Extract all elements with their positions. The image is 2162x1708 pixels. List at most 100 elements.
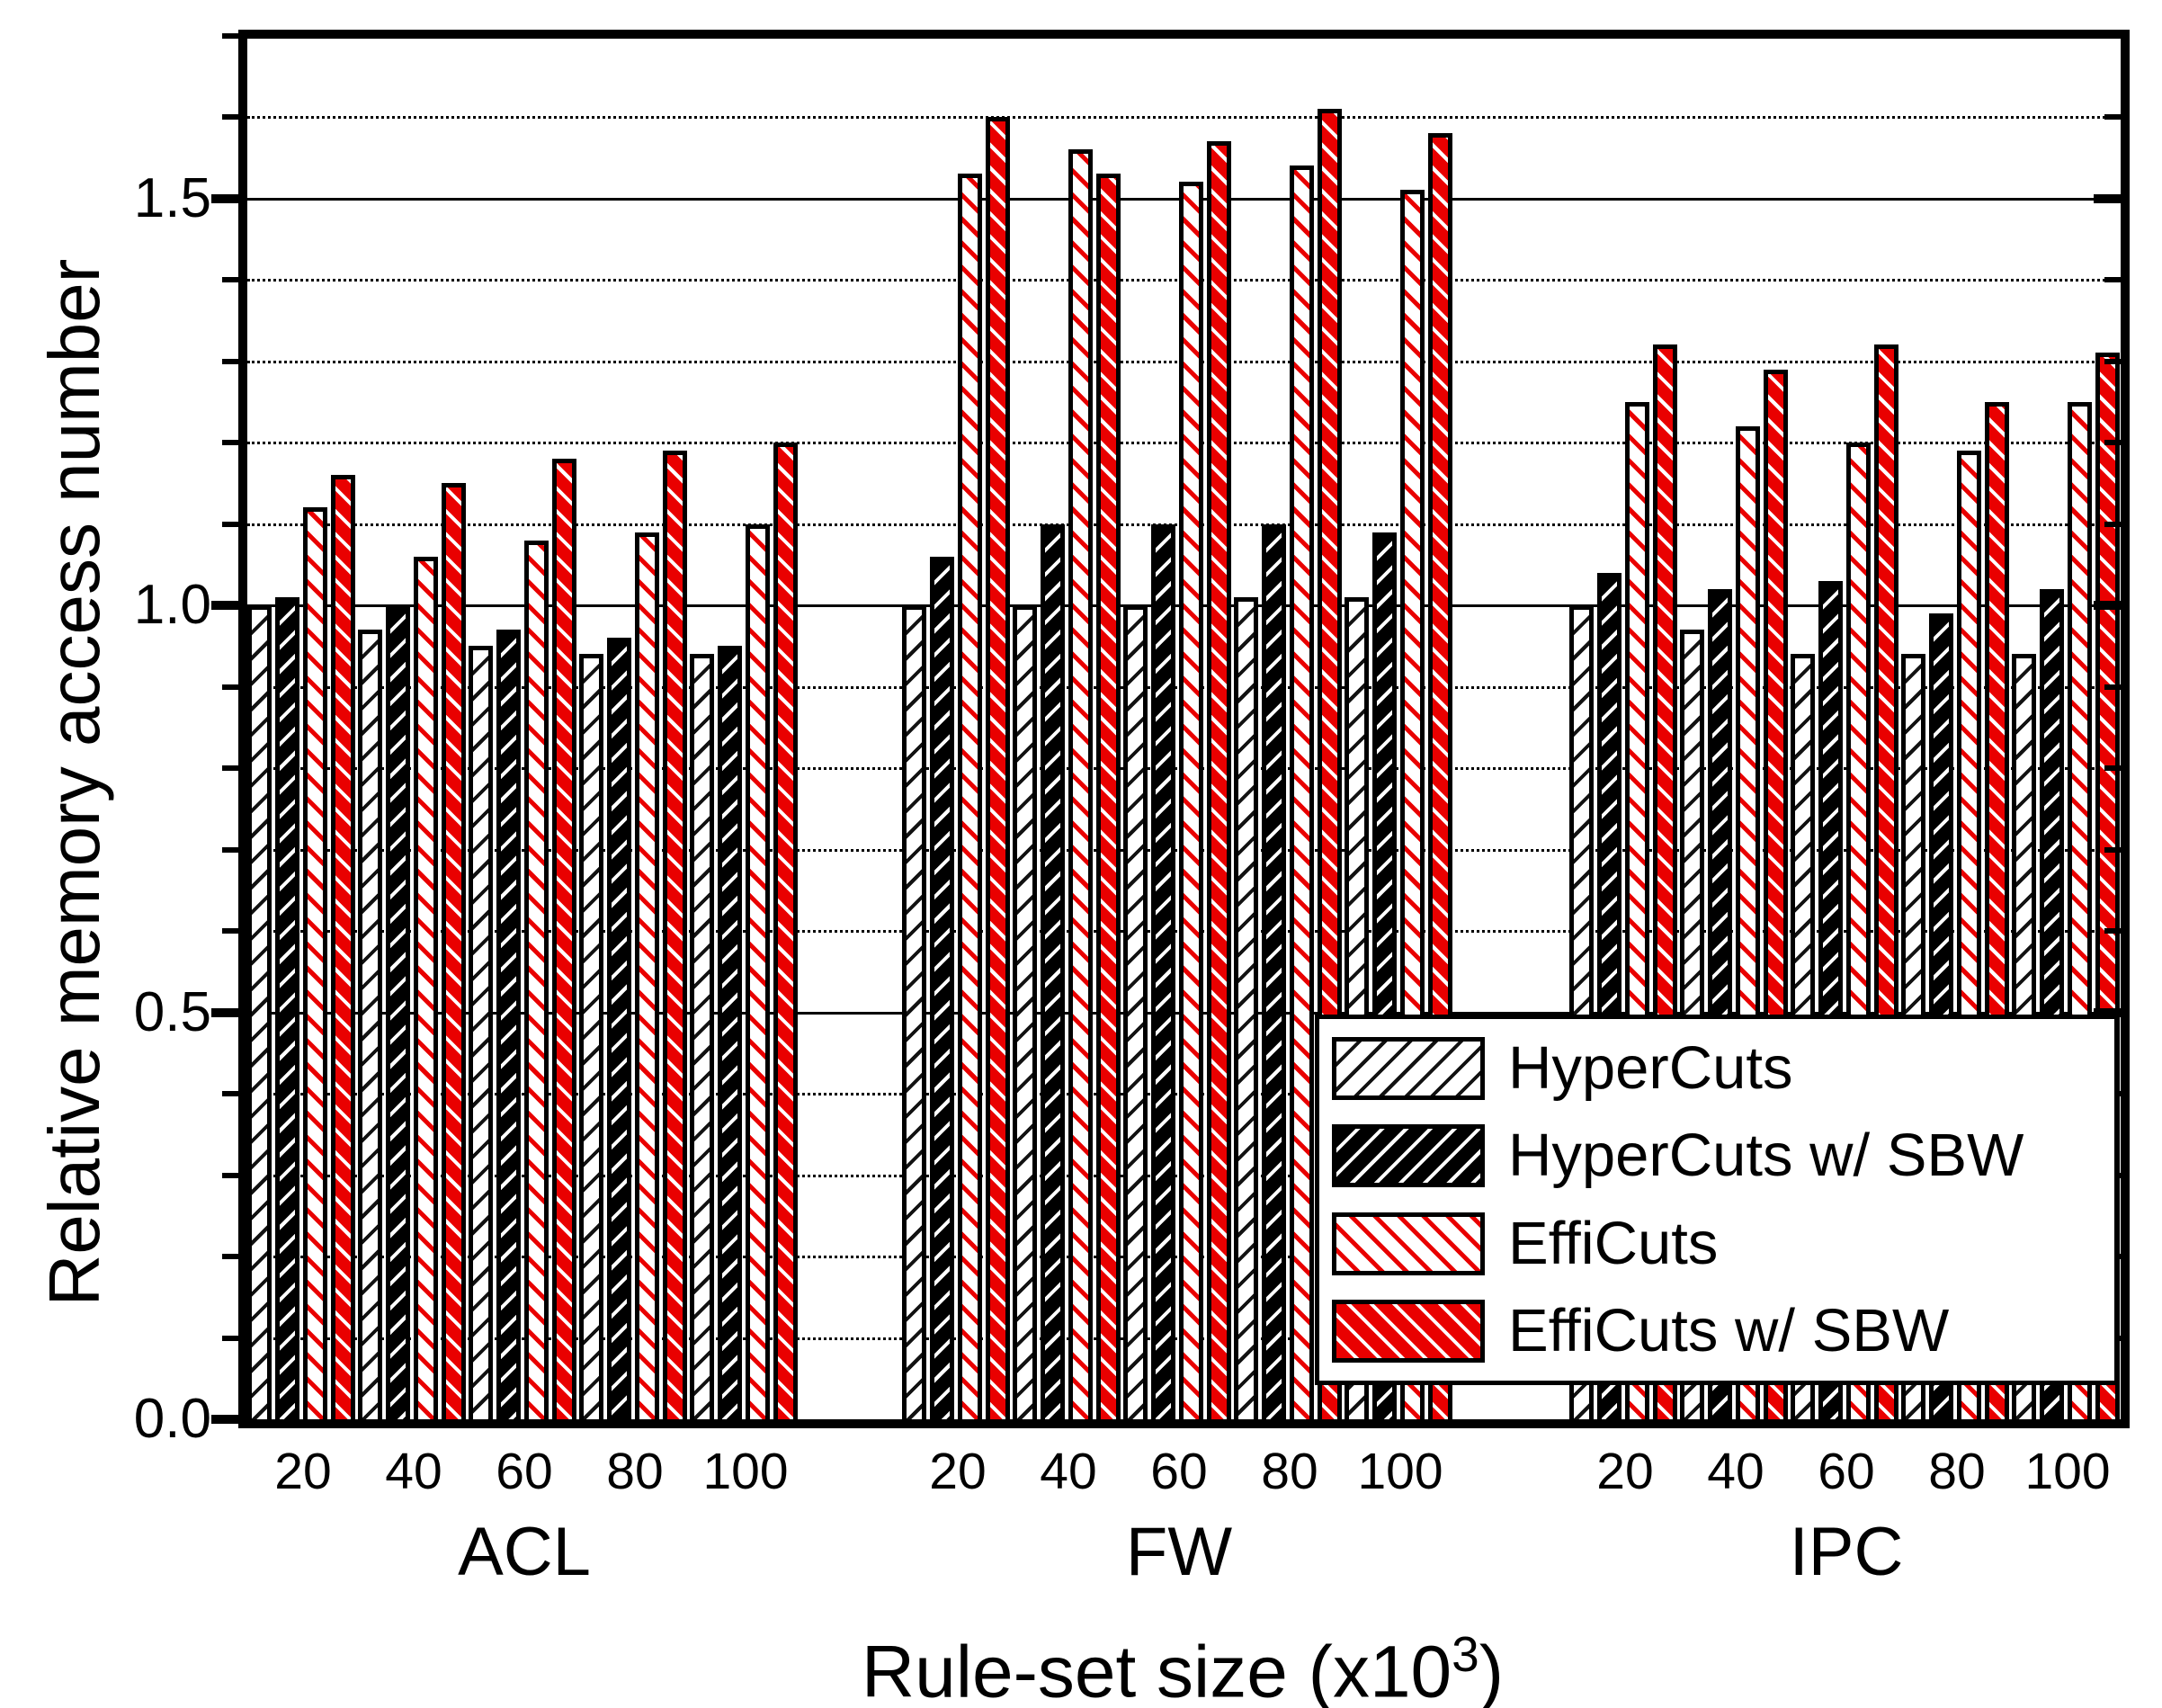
x-tick-label: 100 <box>702 1443 789 1500</box>
y-tick-label: 1.5 <box>133 166 211 229</box>
bar-fw-60-series0 <box>1123 605 1148 1425</box>
y-tick-left <box>222 32 238 39</box>
legend-label: HyperCuts w/ SBW <box>1508 1122 2024 1190</box>
x-group-label-acl: ACL <box>458 1514 591 1590</box>
x-tick-label: 100 <box>1357 1443 1443 1500</box>
bar-acl-60-series2 <box>524 540 549 1425</box>
y-tick-right <box>2104 440 2121 445</box>
bar-fw-20-series0 <box>902 605 926 1425</box>
x-axis-title-superscript: 3 <box>1452 1626 1479 1682</box>
x-tick-label: 40 <box>1040 1443 1097 1500</box>
bar-acl-80-series0 <box>579 654 603 1425</box>
x-tick-label: 20 <box>1596 1443 1654 1500</box>
x-axis-title: Rule-set size (x103) <box>823 1615 1542 1708</box>
y-tick-left <box>222 1335 238 1341</box>
y-tick-left <box>222 521 238 527</box>
y-tick-right <box>2094 193 2121 203</box>
x-tick-label: 80 <box>1261 1443 1318 1500</box>
y-tick-right <box>2104 765 2121 771</box>
y-tick-label: 0.5 <box>133 980 211 1043</box>
y-tick-left <box>222 1172 238 1178</box>
legend-swatch-efficuts <box>1332 1212 1485 1275</box>
bar-fw-40-series3 <box>1096 174 1121 1425</box>
legend-swatch-hypercuts-sbw <box>1332 1124 1485 1188</box>
y-tick-left <box>222 765 238 771</box>
x-group-label-fw: FW <box>1125 1514 1233 1590</box>
y-tick-left <box>222 928 238 934</box>
bar-acl-80-series2 <box>635 532 659 1425</box>
bar-acl-60-series1 <box>496 630 521 1425</box>
bar-acl-100-series1 <box>718 646 742 1425</box>
legend-item-efficuts: EffiCuts <box>1332 1202 2114 1286</box>
bar-acl-80-series1 <box>607 638 631 1425</box>
y-tick-right <box>2104 114 2121 120</box>
y-tick-label: 1.0 <box>133 574 211 636</box>
y-tick-label: 0.0 <box>133 1388 211 1450</box>
bar-fw-60-series2 <box>1179 182 1203 1425</box>
x-tick-label: 20 <box>274 1443 332 1500</box>
bar-acl-60-series3 <box>552 459 576 1425</box>
bar-acl-80-series3 <box>663 451 687 1425</box>
legend-label: EffiCuts w/ SBW <box>1508 1297 1950 1365</box>
x-tick-label: 60 <box>1818 1443 1875 1500</box>
legend-swatch-hypercuts <box>1332 1036 1485 1100</box>
gridline-minor <box>247 116 2121 119</box>
bar-fw-80-series1 <box>1262 523 1286 1425</box>
x-axis-title-text: Rule-set size (x10 <box>861 1631 1452 1708</box>
bar-acl-40-series3 <box>442 483 466 1425</box>
y-tick-right <box>2104 684 2121 690</box>
y-tick-left <box>222 277 238 282</box>
bar-acl-20-series0 <box>247 605 272 1425</box>
bar-acl-40-series2 <box>414 556 438 1425</box>
x-group-label-ipc: IPC <box>1789 1514 1904 1590</box>
bar-fw-40-series2 <box>1068 149 1093 1425</box>
legend-swatch-efficuts-sbw <box>1332 1300 1485 1364</box>
bar-acl-40-series1 <box>386 605 410 1425</box>
y-tick-left <box>211 601 238 610</box>
bar-acl-20-series1 <box>275 596 299 1425</box>
x-axis-title-text: ) <box>1479 1631 1505 1708</box>
bar-fw-60-series3 <box>1207 141 1231 1425</box>
x-tick-label: 60 <box>496 1443 553 1500</box>
y-tick-left <box>222 358 238 364</box>
y-tick-left <box>222 114 238 120</box>
bar-acl-20-series3 <box>331 475 355 1425</box>
y-tick-left <box>211 193 238 203</box>
bar-fw-80-series0 <box>1234 596 1258 1425</box>
bar-fw-60-series1 <box>1151 523 1175 1425</box>
legend-item-hypercuts: HyperCuts <box>1332 1026 2114 1111</box>
y-tick-right <box>2104 928 2121 934</box>
y-tick-left <box>211 1007 238 1017</box>
x-tick-label: 40 <box>1707 1443 1764 1500</box>
y-tick-right <box>2094 601 2121 610</box>
bar-acl-100-series2 <box>746 523 770 1425</box>
legend-label: HyperCuts <box>1508 1033 1793 1102</box>
x-tick-label: 20 <box>929 1443 987 1500</box>
y-tick-left <box>211 1415 238 1424</box>
y-tick-right <box>2104 358 2121 364</box>
y-tick-left <box>222 1254 238 1259</box>
y-tick-right <box>2094 1007 2121 1017</box>
bar-acl-100-series3 <box>773 443 798 1425</box>
x-tick-label: 40 <box>385 1443 442 1500</box>
bar-fw-20-series3 <box>986 117 1010 1425</box>
legend-item-efficuts-sbw: EffiCuts w/ SBW <box>1332 1289 2114 1373</box>
bar-fw-80-series2 <box>1290 165 1314 1425</box>
y-tick-right <box>2104 521 2121 527</box>
legend-box: HyperCuts HyperCuts w/ SBW EffiCuts Effi… <box>1315 1015 2119 1385</box>
y-tick-right <box>2104 32 2121 39</box>
bar-acl-100-series0 <box>690 654 714 1425</box>
bar-fw-20-series2 <box>958 174 982 1425</box>
bar-acl-20-series2 <box>303 507 327 1425</box>
legend-item-hypercuts-sbw: HyperCuts w/ SBW <box>1332 1113 2114 1198</box>
x-tick-label: 80 <box>1928 1443 1986 1500</box>
x-tick-label: 80 <box>606 1443 664 1500</box>
y-tick-right <box>2104 846 2121 853</box>
y-tick-right <box>2104 277 2121 282</box>
bar-fw-40-series0 <box>1013 605 1037 1425</box>
y-tick-left <box>222 684 238 690</box>
x-tick-label: 60 <box>1150 1443 1208 1500</box>
bar-fw-20-series1 <box>930 556 954 1425</box>
y-axis-title: Relative memory access number <box>34 258 114 1307</box>
